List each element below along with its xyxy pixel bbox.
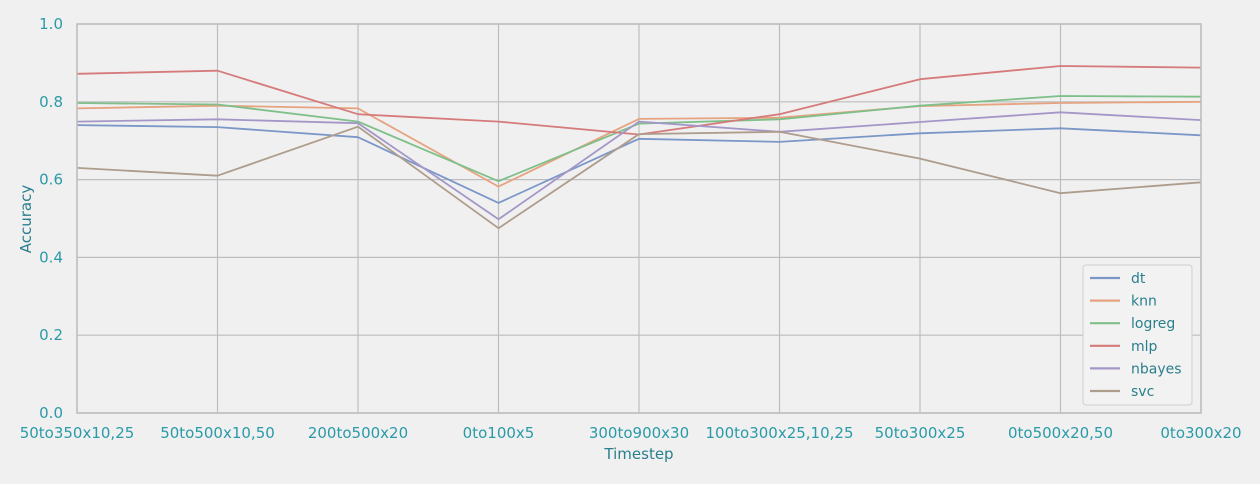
plot-frame (76, 23, 1202, 414)
series-line-dt (76, 124, 1202, 204)
legend-label-knn: knn (1131, 294, 1157, 310)
y-tick-label: 0.2 (39, 326, 63, 344)
x-tick-label: 50to300x25 (875, 424, 966, 442)
y-tick-label: 0.4 (39, 248, 63, 266)
legend-label-logreg: logreg (1131, 316, 1175, 332)
x-tick-label: 100to300x25,10,25 (706, 424, 854, 442)
x-tick-label: 0to100x5 (463, 424, 535, 442)
legend-label-mlp: mlp (1131, 339, 1158, 355)
y-axis-title: Accuracy (17, 185, 35, 254)
x-tick-label: 300to900x30 (589, 424, 689, 442)
legend-label-svc: svc (1131, 384, 1154, 400)
x-tick-label: 0to500x20,50 (1008, 424, 1113, 442)
tick-labels: 0.0 0.2 0.4 0.6 0.8 1.0 50to350x10,25 50to500x1… (20, 15, 1242, 442)
x-axis-title: Timestep (603, 445, 673, 463)
series-line-logreg (76, 95, 1202, 183)
x-tick-label: 0to300x20 (1160, 424, 1241, 442)
series-line-svc (76, 125, 1202, 230)
x-tick-label: 50to350x10,25 (20, 424, 135, 442)
series-line-nbayes (76, 111, 1202, 221)
x-tick-label: 50to500x10,50 (160, 424, 275, 442)
legend-label-nbayes: nbayes (1131, 361, 1182, 377)
y-tick-label: 1.0 (39, 15, 63, 33)
series-line-knn (76, 100, 1202, 188)
x-tick-label: 200to500x20 (308, 424, 408, 442)
series-lines (76, 65, 1202, 230)
y-tick-label: 0.8 (39, 93, 63, 111)
y-tick-label: 0.6 (39, 171, 63, 189)
y-tick-label: 0.0 (39, 404, 63, 422)
legend: dt knn logreg mlp nbayes svc (1082, 264, 1193, 406)
legend-label-dt: dt (1131, 271, 1146, 287)
